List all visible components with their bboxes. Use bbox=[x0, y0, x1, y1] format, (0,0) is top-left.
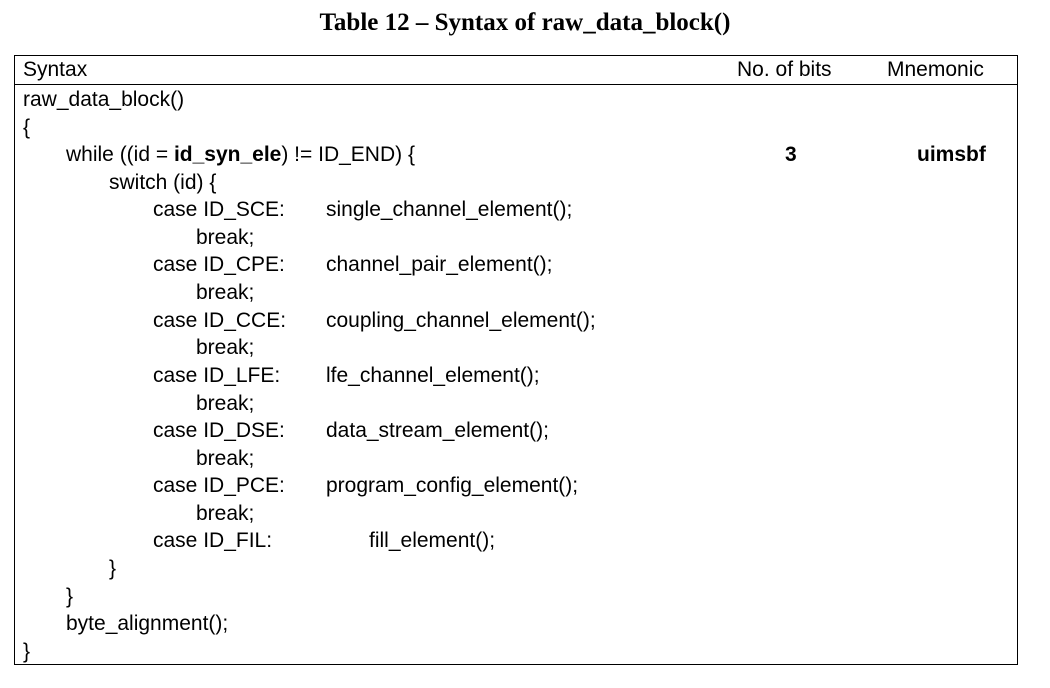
while-statement: while ((id = id_syn_ele) != ID_END) { bbox=[66, 142, 415, 168]
while-prefix: while ((id = bbox=[66, 143, 174, 166]
case-label: case ID_DSE: bbox=[153, 419, 285, 442]
switch-statement: switch (id) { bbox=[109, 171, 217, 194]
open-brace: { bbox=[23, 116, 31, 139]
break-statement: break; bbox=[196, 336, 255, 359]
case-call: program_config_element(); bbox=[326, 474, 579, 497]
syntax-table: Syntax No. of bits Mnemonic raw_data_blo… bbox=[14, 55, 1018, 665]
case-call: lfe_channel_element(); bbox=[326, 364, 540, 387]
while-bits: 3 bbox=[785, 143, 797, 166]
case-call: fill_element(); bbox=[369, 529, 496, 552]
case-call: coupling_channel_element(); bbox=[326, 309, 596, 332]
header-no-of-bits: No. of bits bbox=[737, 58, 832, 81]
table-title: Table 12 – Syntax of raw_data_block() bbox=[319, 9, 731, 36]
header-divider bbox=[15, 84, 1017, 85]
while-close-brace: } bbox=[66, 585, 74, 608]
break-statement: break; bbox=[196, 281, 255, 304]
case-label: case ID_CPE: bbox=[153, 253, 285, 276]
case-label: case ID_CCE: bbox=[153, 309, 287, 332]
case-call: data_stream_element(); bbox=[326, 419, 549, 442]
while-mnemonic: uimsbf bbox=[917, 143, 986, 166]
break-statement: break; bbox=[196, 447, 255, 470]
case-call: channel_pair_element(); bbox=[326, 253, 553, 276]
while-suffix: ) != ID_END) { bbox=[281, 143, 415, 166]
break-statement: break; bbox=[196, 392, 255, 415]
header-mnemonic: Mnemonic bbox=[887, 58, 984, 81]
close-brace: } bbox=[23, 640, 31, 663]
case-call: single_channel_element(); bbox=[326, 198, 573, 221]
case-label: case ID_LFE: bbox=[153, 364, 281, 387]
case-label: case ID_PCE: bbox=[153, 474, 285, 497]
byte-alignment-call: byte_alignment(); bbox=[66, 612, 229, 635]
case-label: case ID_FIL: bbox=[153, 529, 273, 552]
func-declaration: raw_data_block() bbox=[23, 88, 185, 111]
while-element: id_syn_ele bbox=[173, 143, 282, 166]
case-label: case ID_SCE: bbox=[153, 198, 285, 221]
break-statement: break; bbox=[196, 226, 255, 249]
switch-close-brace: } bbox=[109, 557, 117, 580]
break-statement: break; bbox=[196, 502, 255, 525]
header-syntax: Syntax bbox=[23, 58, 88, 81]
